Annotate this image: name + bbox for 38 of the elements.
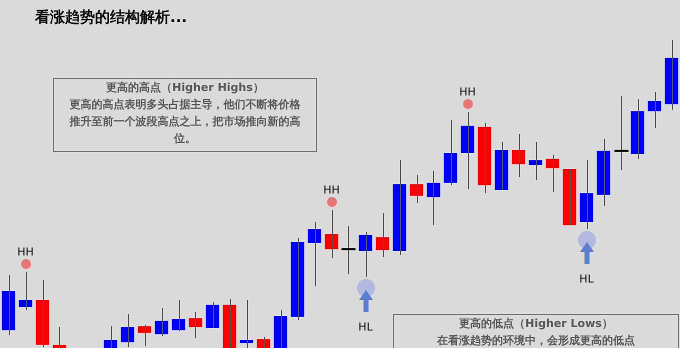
candlestick bbox=[460, 112, 474, 190]
annotation: HH bbox=[459, 86, 476, 99]
annotation: 更高的低点（Higher Lows） bbox=[458, 316, 614, 332]
annotation: HL bbox=[579, 272, 594, 286]
candlestick bbox=[222, 298, 236, 348]
candlestick bbox=[324, 210, 338, 259]
candlestick bbox=[138, 324, 152, 347]
candlestick bbox=[172, 299, 186, 332]
candlestick bbox=[36, 279, 50, 348]
annotation: 更高的高点表明多头占据主导，他们不断将价格推升至前一个波段高点之上，把市场推向新的高位。 bbox=[68, 97, 302, 147]
candlestick bbox=[410, 174, 424, 204]
candlestick bbox=[256, 336, 270, 348]
candlestick bbox=[528, 141, 542, 181]
candlestick bbox=[664, 40, 678, 110]
annotation: HL bbox=[358, 320, 373, 334]
annotation: HH bbox=[17, 245, 34, 258]
candlestick bbox=[392, 160, 406, 256]
candlestick bbox=[562, 168, 576, 226]
candlestick bbox=[376, 212, 390, 258]
annotation: 更高的高点（Higher Highs） bbox=[105, 80, 265, 96]
candlestick bbox=[580, 160, 594, 230]
candlestick bbox=[630, 98, 644, 160]
candlestick bbox=[444, 120, 458, 186]
candlestick bbox=[596, 138, 610, 207]
candlestick bbox=[206, 302, 220, 328]
candlestick bbox=[188, 311, 202, 339]
candlestick bbox=[494, 141, 508, 190]
candlestick bbox=[358, 231, 372, 278]
chart-title: 看涨趋势的结构解析... bbox=[35, 8, 188, 27]
annotation: HH bbox=[323, 184, 340, 197]
candlestick bbox=[290, 238, 304, 320]
candlestick bbox=[478, 122, 492, 194]
candlestick bbox=[2, 274, 16, 336]
candlestick bbox=[308, 222, 322, 287]
annotation: 在看涨趋势的环境中，会形成更高的低点 bbox=[436, 333, 636, 348]
candlestick bbox=[104, 326, 118, 348]
candlestick bbox=[274, 310, 288, 348]
candlestick bbox=[120, 314, 134, 348]
